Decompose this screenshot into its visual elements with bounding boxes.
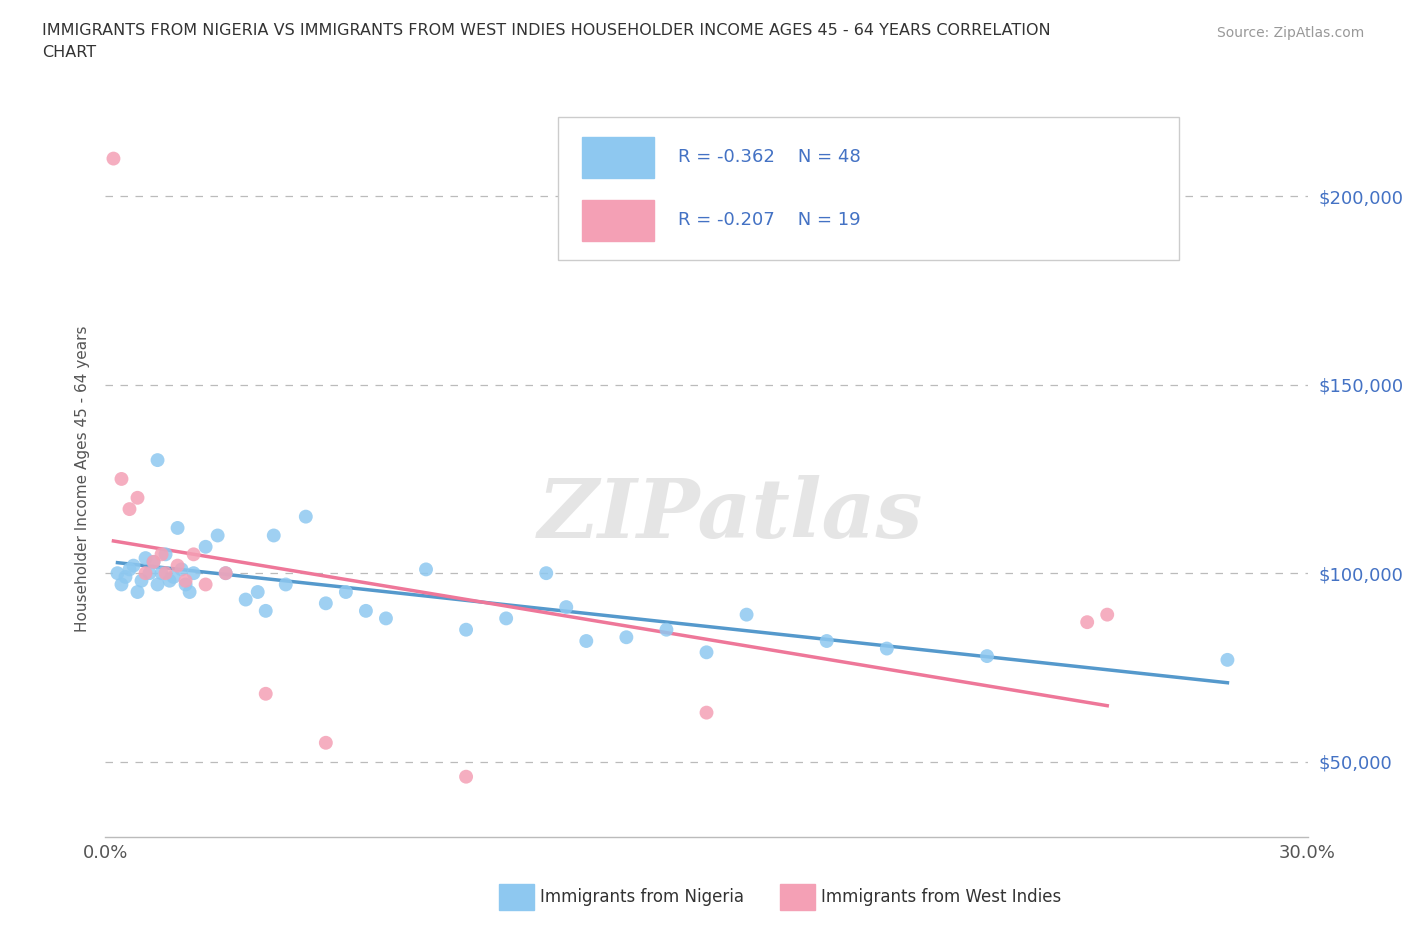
Point	[174, 573, 197, 588]
Text: IMMIGRANTS FROM NIGERIA VS IMMIGRANTS FROM WEST INDIES HOUSEHOLDER INCOME AGES 4: IMMIGRANTS FROM NIGERIA VS IMMIGRANTS FR…	[42, 23, 1050, 38]
Point	[1097, 607, 1119, 622]
Point	[214, 565, 236, 580]
Point	[166, 521, 188, 536]
Point	[335, 585, 357, 600]
Bar	[582, 137, 654, 178]
Point	[495, 611, 517, 626]
Point	[162, 569, 184, 584]
Point	[110, 577, 132, 591]
Point	[235, 592, 257, 607]
Point	[155, 547, 177, 562]
Point	[150, 565, 173, 580]
Point	[374, 611, 398, 626]
Point	[122, 558, 145, 573]
Point	[135, 551, 157, 565]
Point	[696, 705, 718, 720]
Point	[815, 633, 838, 648]
Point	[274, 577, 297, 591]
Point	[155, 565, 177, 580]
Point	[159, 573, 181, 588]
Text: R = -0.207    N = 19: R = -0.207 N = 19	[679, 211, 860, 230]
Point	[254, 604, 277, 618]
Point	[354, 604, 377, 618]
Point	[454, 769, 477, 784]
Text: Immigrants from Nigeria: Immigrants from Nigeria	[540, 887, 744, 906]
Bar	[582, 200, 654, 241]
Point	[107, 565, 129, 580]
Point	[103, 152, 125, 166]
Point	[263, 528, 285, 543]
Point	[254, 686, 277, 701]
Point	[142, 554, 165, 569]
Point	[142, 554, 165, 569]
Point	[146, 577, 169, 591]
Text: ZIPatlas: ZIPatlas	[538, 474, 924, 555]
Point	[246, 585, 269, 600]
Text: Immigrants from West Indies: Immigrants from West Indies	[821, 887, 1062, 906]
Point	[174, 577, 197, 591]
Point	[696, 644, 718, 659]
Point	[295, 510, 318, 525]
Point	[146, 453, 169, 468]
Point	[735, 607, 758, 622]
Point	[166, 558, 188, 573]
Point	[534, 565, 557, 580]
Text: CHART: CHART	[42, 45, 96, 60]
Point	[135, 565, 157, 580]
Point	[315, 736, 337, 751]
Point	[131, 573, 153, 588]
Text: R = -0.362    N = 48: R = -0.362 N = 48	[679, 148, 862, 166]
Point	[415, 562, 437, 577]
FancyBboxPatch shape	[558, 117, 1180, 260]
Point	[454, 622, 477, 637]
Point	[114, 569, 136, 584]
Point	[214, 565, 236, 580]
Point	[118, 501, 141, 516]
Point	[127, 585, 149, 600]
Point	[876, 641, 898, 656]
Point	[616, 630, 638, 644]
Point	[110, 472, 132, 486]
Point	[179, 585, 201, 600]
Point	[127, 490, 149, 505]
Point	[194, 577, 217, 591]
Point	[655, 622, 678, 637]
Point	[138, 565, 160, 580]
Point	[555, 600, 578, 615]
Point	[118, 562, 141, 577]
Point	[1076, 615, 1098, 630]
Point	[575, 633, 598, 648]
Point	[183, 547, 205, 562]
Point	[183, 565, 205, 580]
Point	[170, 562, 193, 577]
Point	[207, 528, 229, 543]
Point	[194, 539, 217, 554]
Point	[315, 596, 337, 611]
Point	[150, 547, 173, 562]
Point	[976, 648, 998, 663]
Point	[1216, 653, 1239, 668]
Y-axis label: Householder Income Ages 45 - 64 years: Householder Income Ages 45 - 64 years	[75, 326, 90, 632]
Text: Source: ZipAtlas.com: Source: ZipAtlas.com	[1216, 26, 1364, 40]
